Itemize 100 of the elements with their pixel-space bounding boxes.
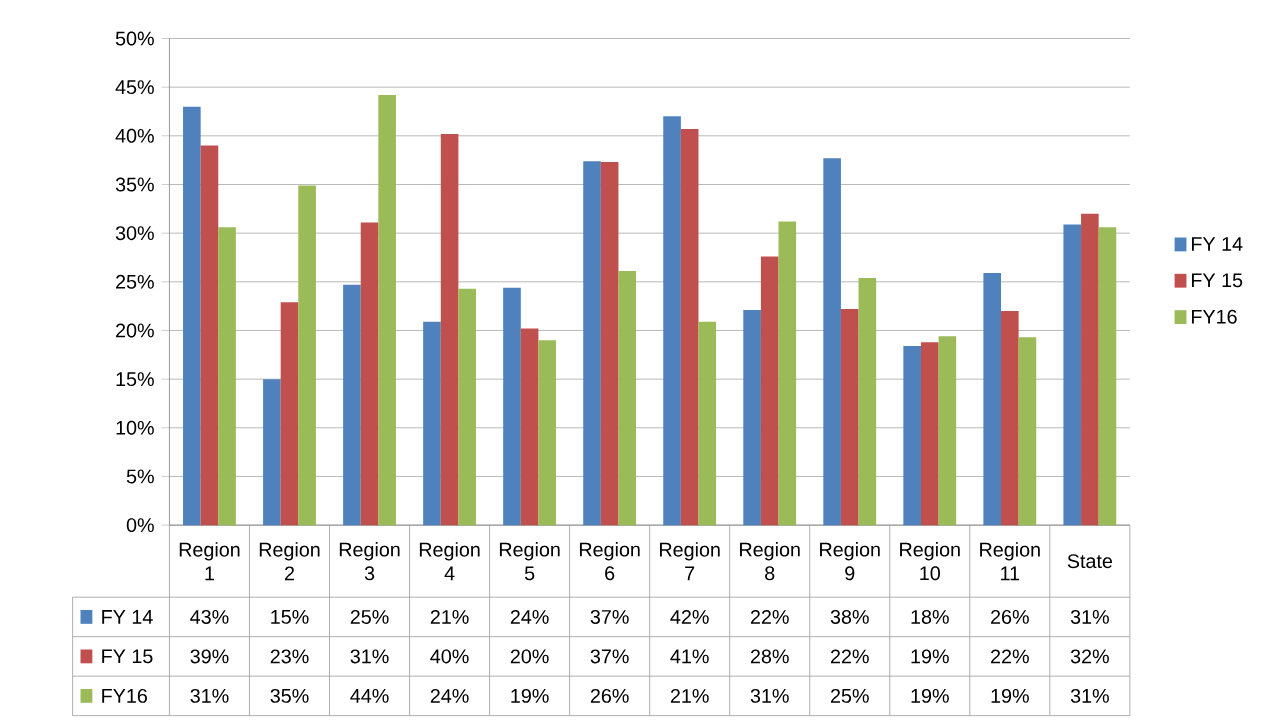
data-label: 37% — [590, 609, 629, 624]
x-tick-label: Region 1 — [179, 541, 240, 580]
y-tick-label: 5% — [126, 469, 154, 484]
bar — [458, 288, 476, 525]
y-tick-label: 20% — [116, 323, 154, 338]
data-label: 19% — [911, 649, 949, 664]
bar — [440, 133, 459, 525]
data-label: 43% — [190, 609, 229, 624]
x-tick-label: Region 11 — [980, 541, 1040, 580]
y-tick-label: 45% — [115, 79, 154, 94]
data-label: 24% — [510, 609, 549, 624]
bar — [503, 287, 521, 525]
data-label: 31% — [190, 688, 229, 703]
text: FY16 — [102, 688, 147, 703]
y-tick-label: 50% — [115, 31, 154, 46]
bar — [920, 341, 939, 525]
data-label: 42% — [670, 609, 709, 624]
bar — [343, 284, 361, 525]
y-tick-label: 10% — [116, 420, 154, 435]
x-tick-label: Region 4 — [419, 541, 480, 580]
y-tick-label: 25% — [116, 274, 154, 289]
data-label: 22% — [750, 609, 789, 624]
data-label: 41% — [670, 649, 709, 664]
bar — [760, 256, 779, 525]
bar — [600, 161, 619, 525]
bar — [823, 157, 841, 525]
data-label: 32% — [1070, 649, 1109, 664]
data-label: 22% — [830, 649, 869, 664]
data-label: 26% — [590, 688, 629, 703]
data-label: 25% — [830, 688, 869, 703]
bar — [698, 321, 717, 525]
bar — [663, 116, 681, 525]
x-tick-label: Region 10 — [900, 541, 960, 581]
x-tick-label: Region 6 — [579, 541, 640, 581]
legend-label: FY16 — [1192, 309, 1237, 324]
bar — [360, 222, 379, 525]
bar — [743, 309, 761, 525]
data-label: 24% — [430, 688, 469, 703]
data-label: 26% — [991, 609, 1029, 624]
x-tick-label: State — [1067, 553, 1113, 568]
bar — [298, 185, 316, 525]
bar — [183, 106, 201, 525]
data-label: 18% — [911, 609, 949, 624]
y-tick-label: 35% — [115, 177, 154, 192]
bar — [1081, 213, 1099, 525]
text: FY 14 — [1192, 236, 1243, 251]
legend-label: FY 15 — [1192, 273, 1243, 287]
data-label: 31% — [750, 688, 789, 703]
x-tick-label: Region 7 — [660, 541, 720, 580]
data-label: 15% — [271, 609, 309, 624]
bar — [840, 308, 859, 525]
y-tick-label: 15% — [116, 371, 154, 386]
data-label: 20% — [510, 649, 549, 664]
data-label: 19% — [911, 688, 949, 703]
data-label: 37% — [590, 649, 629, 664]
legend-label: FY 14 — [102, 609, 153, 624]
data-label: 40% — [430, 649, 469, 664]
data-label: 22% — [991, 649, 1029, 664]
data-label: 35% — [270, 688, 309, 703]
bar — [680, 128, 699, 525]
bar — [538, 339, 557, 525]
y-tick-label: 40% — [115, 128, 154, 143]
bar — [1018, 337, 1037, 525]
data-label: 31% — [1070, 609, 1109, 624]
bar — [1098, 227, 1117, 525]
data-label: 28% — [750, 649, 789, 664]
y-tick-label: 0% — [126, 517, 154, 532]
x-tick-label: Region 8 — [740, 541, 800, 581]
bar — [1063, 224, 1082, 525]
bar — [858, 277, 877, 525]
bar — [218, 227, 236, 525]
bar — [618, 270, 637, 525]
x-tick-label: Region 9 — [820, 541, 880, 581]
data-label: 23% — [270, 649, 309, 664]
y-tick-label: 30% — [115, 225, 154, 240]
bar — [903, 345, 921, 525]
bar — [583, 160, 601, 525]
data-label: 19% — [511, 688, 549, 703]
bar — [938, 336, 957, 525]
bar — [983, 272, 1002, 525]
data-label: 21% — [670, 688, 709, 703]
data-label: 39% — [190, 649, 229, 664]
bar — [263, 378, 281, 525]
text: FY 15 — [102, 649, 153, 664]
data-label: 21% — [430, 609, 469, 624]
data-label: 25% — [350, 609, 389, 624]
bar — [520, 328, 539, 525]
bar — [1001, 310, 1019, 525]
data-label: 38% — [830, 609, 869, 624]
bar — [280, 302, 299, 525]
x-tick-label: Region 2 — [259, 541, 320, 580]
bar — [200, 145, 219, 525]
bar — [378, 94, 396, 525]
bar — [423, 321, 441, 525]
data-label: 19% — [991, 688, 1029, 703]
data-label: 31% — [350, 649, 389, 664]
x-tick-label: Region 5 — [499, 541, 560, 581]
bar — [778, 221, 797, 525]
data-label: 31% — [1070, 688, 1109, 703]
x-tick-label: Region 3 — [339, 541, 400, 581]
